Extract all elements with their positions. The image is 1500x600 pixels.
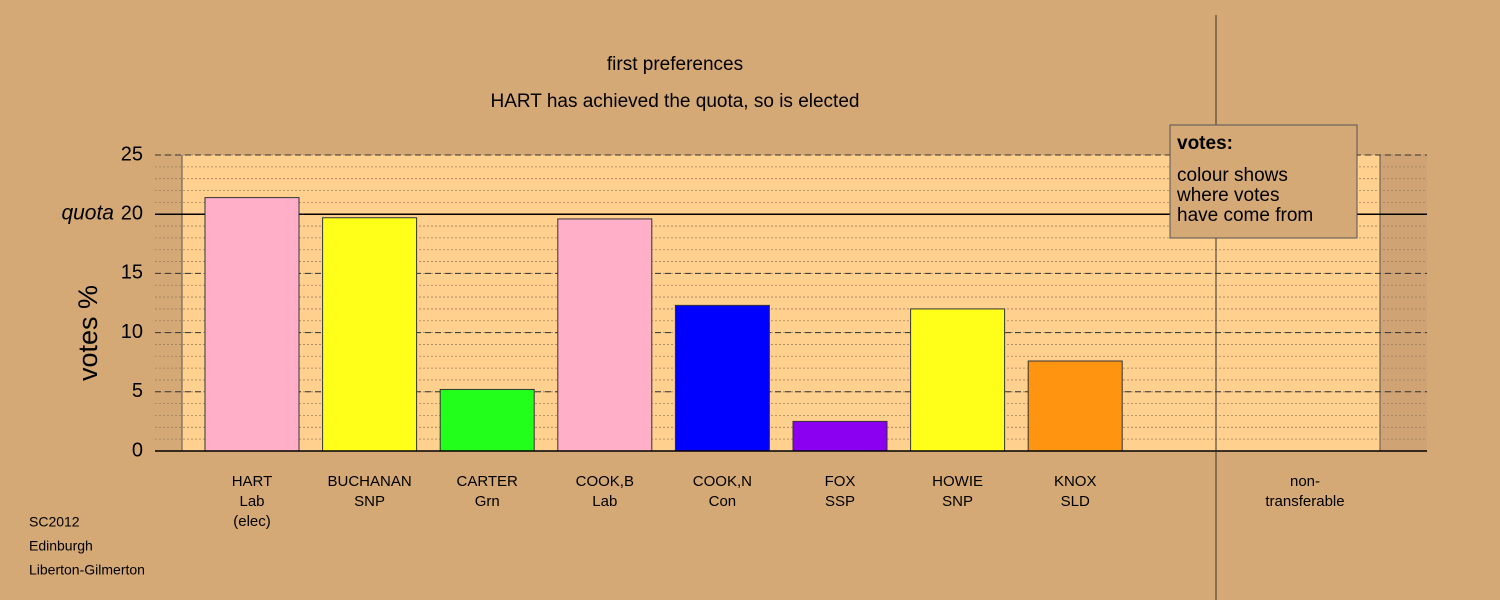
- footnote: SC2012: [29, 514, 80, 530]
- x-tick-label: (elec): [233, 513, 271, 530]
- bar: [322, 217, 418, 452]
- x-tick-label: Lab: [592, 493, 617, 510]
- legend-box: [1169, 124, 1358, 239]
- plot-margin: [1380, 155, 1427, 451]
- x-tick-label: BUCHANAN: [328, 473, 412, 490]
- bar: [439, 388, 535, 452]
- x-tick-label: HOWIE: [932, 473, 983, 490]
- x-tick-label: non-: [1290, 473, 1320, 490]
- x-tick-label: SNP: [354, 493, 385, 510]
- legend-title: votes:: [1177, 133, 1233, 154]
- x-tick-label: HART: [232, 473, 273, 490]
- bar: [792, 420, 888, 452]
- y-tick-label: 5: [132, 380, 143, 402]
- chart-title: first preferences: [607, 54, 743, 75]
- x-tick-label: SSP: [825, 493, 855, 510]
- bar: [557, 218, 653, 452]
- x-tick-label: FOX: [825, 473, 856, 490]
- bar: [204, 197, 300, 452]
- y-tick-label: 10: [121, 321, 143, 343]
- plot: 0 5 10 15 20 25 quota HART Lab (elec) BUCHANAN SNP C…: [61, 143, 1427, 530]
- legend-text: where votes: [1176, 185, 1279, 206]
- footnote: Edinburgh: [29, 538, 93, 554]
- y-tick-label: 25: [121, 143, 143, 165]
- legend-text: have come from: [1177, 205, 1313, 226]
- x-tick-label: Grn: [475, 493, 500, 510]
- x-tick-label: transferable: [1265, 493, 1344, 510]
- y-axis-label: votes %: [73, 285, 103, 381]
- x-tick-label: SLD: [1061, 493, 1090, 510]
- quota-label: quota: [61, 202, 114, 225]
- legend-text: colour shows: [1177, 165, 1288, 186]
- bar: [674, 304, 770, 452]
- y-tick-label: 0: [132, 439, 143, 461]
- y-tick-label: 20: [121, 202, 143, 224]
- chart-subtitle: HART has achieved the quota, so is elect…: [491, 91, 860, 112]
- x-tick-label: SNP: [942, 493, 973, 510]
- x-tick-label: Lab: [239, 493, 264, 510]
- bar: [1027, 360, 1123, 452]
- y-tick-label: 15: [121, 262, 143, 284]
- x-tick-label: Con: [709, 493, 737, 510]
- x-tick-label: COOK,N: [693, 473, 752, 490]
- bar: [910, 308, 1006, 452]
- x-tick-label: KNOX: [1054, 473, 1097, 490]
- x-tick-label: COOK,B: [576, 473, 634, 490]
- x-tick-label: CARTER: [456, 473, 518, 490]
- footnote: Liberton-Gilmerton: [29, 562, 145, 578]
